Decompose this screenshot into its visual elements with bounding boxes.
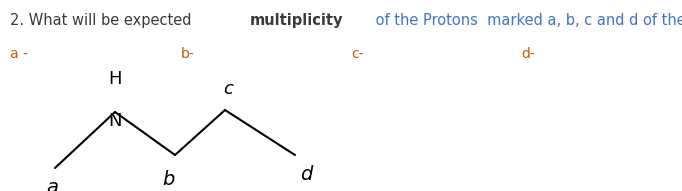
Text: d: d bbox=[300, 165, 312, 184]
Text: a -: a - bbox=[10, 47, 28, 61]
Text: c: c bbox=[223, 80, 233, 98]
Text: a: a bbox=[46, 178, 58, 191]
Text: H: H bbox=[108, 70, 122, 88]
Text: c-: c- bbox=[351, 47, 364, 61]
Text: b-: b- bbox=[181, 47, 194, 61]
Text: of the Protons  marked a, b, c and d of the compounds below?: of the Protons marked a, b, c and d of t… bbox=[371, 13, 682, 28]
Text: multiplicity: multiplicity bbox=[250, 13, 344, 28]
Text: 2. What will be expected: 2. What will be expected bbox=[10, 13, 196, 28]
Text: b: b bbox=[162, 170, 174, 189]
Text: d-: d- bbox=[522, 47, 535, 61]
Text: N: N bbox=[108, 112, 122, 130]
